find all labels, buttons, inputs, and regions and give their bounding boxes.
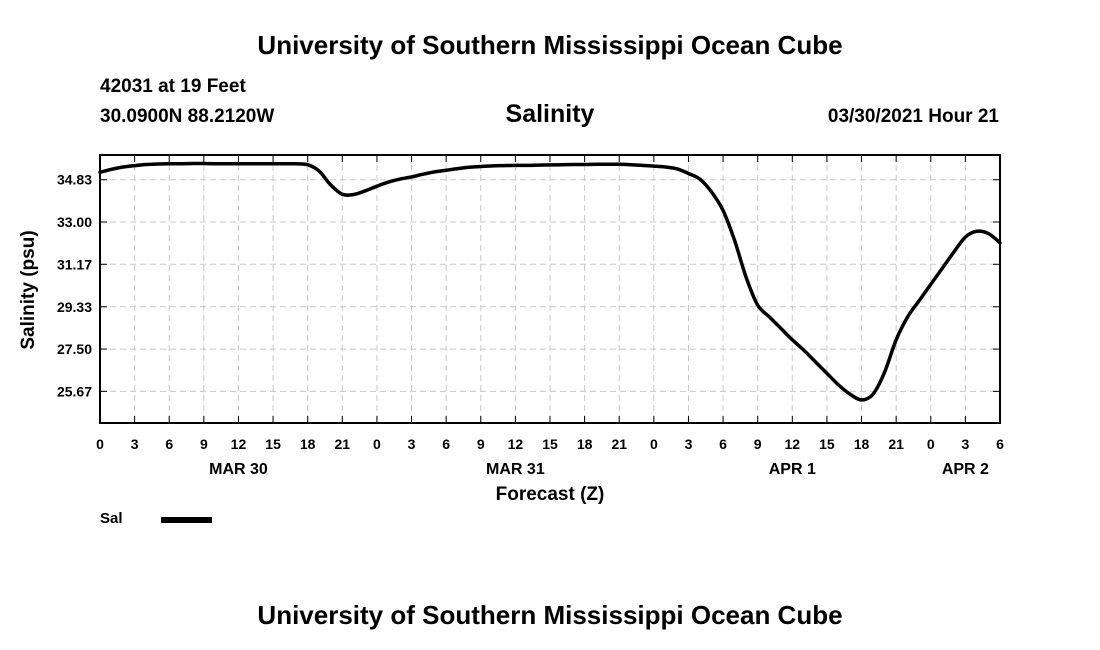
x-tick-label: 6 — [719, 436, 727, 452]
x-tick-label: 18 — [577, 436, 593, 452]
date-label: APR 2 — [942, 461, 989, 478]
x-axis-label: Forecast (Z) — [496, 484, 605, 505]
x-tick-label: 21 — [335, 436, 351, 452]
x-tick-label: 12 — [231, 436, 247, 452]
x-tick-label: 12 — [508, 436, 524, 452]
y-tick-label: 34.83 — [57, 172, 92, 188]
chart-title: Salinity — [505, 100, 595, 128]
x-tick-label: 9 — [200, 436, 208, 452]
x-tick-label: 18 — [854, 436, 870, 452]
y-tick-label: 31.17 — [57, 256, 92, 272]
x-tick-label: 0 — [373, 436, 381, 452]
y-tick-label: 29.33 — [57, 299, 92, 315]
x-tick-label: 9 — [477, 436, 485, 452]
x-tick-label: 0 — [927, 436, 935, 452]
y-tick-label: 25.67 — [57, 383, 92, 399]
x-tick-label: 15 — [542, 436, 558, 452]
station-label: 42031 at 19 Feet — [100, 76, 246, 97]
y-tick-label: 27.50 — [57, 341, 92, 357]
plot-frame — [99, 154, 1001, 424]
x-tick-label: 21 — [888, 436, 904, 452]
x-tick-label: 3 — [961, 436, 969, 452]
x-tick-label: 6 — [442, 436, 450, 452]
x-tick-label: 0 — [650, 436, 658, 452]
x-tick-label: 15 — [819, 436, 835, 452]
x-tick-label: 12 — [785, 436, 801, 452]
coordinates-label: 30.0900N 88.2120W — [100, 106, 275, 127]
date-label: APR 1 — [769, 461, 816, 478]
grid-layer — [100, 155, 1000, 423]
top-title: University of Southern Mississippi Ocean… — [257, 30, 843, 60]
x-tick-label: 0 — [96, 436, 104, 452]
x-tick-label: 3 — [131, 436, 139, 452]
x-tick-label: 6 — [165, 436, 173, 452]
legend-line-swatch — [161, 517, 212, 523]
x-tick-label: 3 — [408, 436, 416, 452]
y-tick-label: 33.00 — [57, 214, 92, 230]
x-tick-label: 18 — [300, 436, 316, 452]
label-layer: 0 3 6 9 12 15 18 21 0 3 6 9 12 15 18 21 0 3 6 9 12 15 18 21 0 3 6 2… — [57, 172, 1004, 478]
x-tick-label: 3 — [685, 436, 693, 452]
legend-label: Sal — [100, 510, 123, 527]
x-tick-label: 21 — [611, 436, 627, 452]
series-layer — [98, 161, 1002, 402]
x-tick-label: 6 — [996, 436, 1004, 452]
date-label: MAR 30 — [209, 461, 268, 478]
x-tick-label: 15 — [265, 436, 281, 452]
x-tick-label: 9 — [754, 436, 762, 452]
y-axis-label: Salinity (psu) — [18, 230, 39, 349]
bottom-title: University of Southern Mississippi Ocean… — [257, 600, 843, 630]
datetime-label: 03/30/2021 Hour 21 — [827, 106, 999, 127]
date-label: MAR 31 — [486, 461, 545, 478]
series-line-sal — [98, 161, 1002, 402]
